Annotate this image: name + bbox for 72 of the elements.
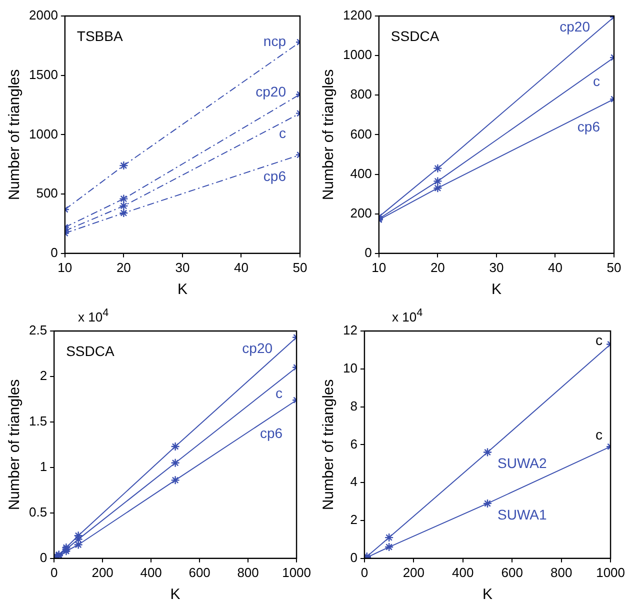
y-tick-label: 1 xyxy=(40,459,48,474)
x-tick-label: 10 xyxy=(58,260,72,275)
y-tick-label: 2 xyxy=(350,512,358,528)
x-tick-label: 20 xyxy=(116,260,131,275)
annotation: c xyxy=(596,426,603,442)
series-label: ncp xyxy=(263,32,286,49)
x-tick-label: 600 xyxy=(501,564,523,580)
x-tick-label: 800 xyxy=(237,564,259,580)
y-tick-label: 2 xyxy=(40,368,48,384)
series-label: c xyxy=(279,125,286,142)
y-tick-label: 0 xyxy=(40,550,48,565)
x-tick-label: 200 xyxy=(402,564,425,580)
series-label: cp6 xyxy=(577,118,600,134)
y-axis-title: Number of triangles xyxy=(6,379,24,510)
y-tick-label: 0 xyxy=(50,244,58,260)
text: TSBBA xyxy=(76,28,124,44)
series-label: cp6 xyxy=(260,425,283,442)
text: SSDCA xyxy=(390,28,440,44)
y-tick-label: 12 xyxy=(342,322,358,338)
text: x 10$^{4}$ xyxy=(392,307,423,324)
x-axis-title: K xyxy=(177,281,188,298)
y-axis-title: Number of triangles xyxy=(6,69,24,200)
x-tick-label: 40 xyxy=(548,260,562,275)
y-tick-label: 200 xyxy=(350,205,372,220)
x-tick-label: 50 xyxy=(292,260,308,275)
x-tick-label: 40 xyxy=(234,260,248,275)
x-tick-label: 1000 xyxy=(596,564,625,580)
x-tick-label: 20 xyxy=(430,260,445,275)
x-tick-label: 50 xyxy=(606,260,622,275)
y-axis-title: Number of triangles xyxy=(320,69,338,200)
series-label: SUWA2 xyxy=(498,455,547,472)
y-tick-label: 10 xyxy=(342,360,358,376)
y-tick-label: 0.5 xyxy=(28,504,48,520)
y-tick-label: 1.5 xyxy=(28,414,48,429)
y-tick-label: 1000 xyxy=(29,126,58,142)
series-label: cp20 xyxy=(256,83,286,100)
text: x 10$^{4}$ xyxy=(78,307,109,324)
x-axis-title: K xyxy=(491,281,502,298)
x-tick-label: 200 xyxy=(92,564,114,580)
y-tick-label: 400 xyxy=(350,166,372,181)
series-label: cp20 xyxy=(560,18,590,34)
y-axis-title: Number of triangles xyxy=(320,379,338,510)
series-label: SUWA1 xyxy=(498,506,547,522)
y-tick-label: 1000 xyxy=(343,47,372,62)
y-tick-label: 2.5 xyxy=(28,322,48,338)
x-tick-label: 400 xyxy=(452,564,474,580)
y-tick-label: 0 xyxy=(350,550,358,565)
y-tick-label: 600 xyxy=(350,126,372,142)
series-label: c xyxy=(276,384,283,401)
y-tick-label: 2000 xyxy=(29,8,58,23)
x-tick-label: 800 xyxy=(550,564,572,580)
x-tick-label: 600 xyxy=(188,564,210,580)
x-axis-title: K xyxy=(170,586,180,604)
y-tick-label: 800 xyxy=(350,86,372,102)
y-tick-label: 6 xyxy=(350,436,358,452)
x-tick-label: 10 xyxy=(372,260,386,275)
text: SSDCA xyxy=(66,342,115,359)
y-tick-label: 0 xyxy=(364,244,372,260)
y-tick-label: 1200 xyxy=(343,8,372,23)
annotation: c xyxy=(596,332,603,348)
x-tick-label: 30 xyxy=(489,260,504,275)
series-label: cp6 xyxy=(263,168,286,184)
x-tick-label: 30 xyxy=(175,260,190,275)
y-tick-label: 4 xyxy=(350,474,358,490)
series-label: cp20 xyxy=(242,340,273,356)
y-tick-label: 500 xyxy=(36,186,58,201)
y-tick-label: 8 xyxy=(350,398,358,414)
x-tick-label: 400 xyxy=(140,564,162,580)
series-label: c xyxy=(593,73,600,90)
x-tick-label: 1000 xyxy=(282,564,311,580)
y-tick-label: 1500 xyxy=(29,66,58,82)
x-axis-title: K xyxy=(482,586,493,604)
